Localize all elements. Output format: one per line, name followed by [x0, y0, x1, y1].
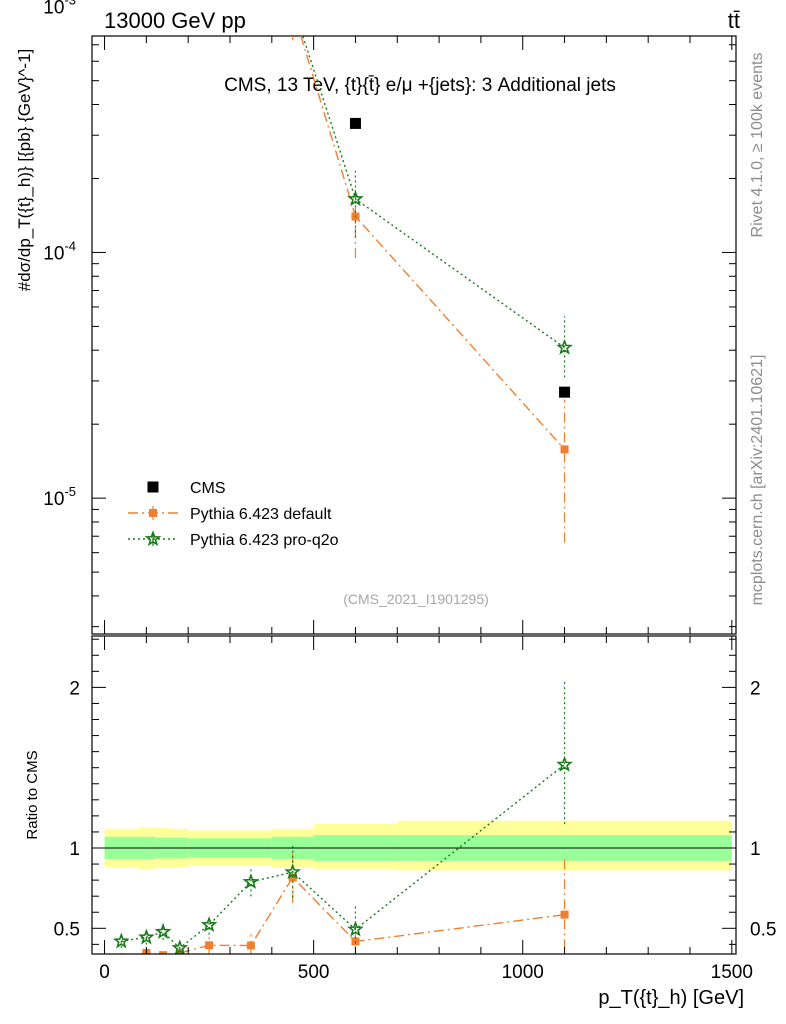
data-point: [556, 338, 573, 355]
main-y-tick-label-exponent: -3: [64, 0, 76, 8]
main-plot-area: [287, 0, 573, 543]
series-line: [300, 36, 566, 450]
ratio-panel: 0.5 0.5 1 1 2 2 0 500 1000 1500 Ratio to CMS p_T(…: [24, 635, 777, 1009]
data-point: [559, 386, 571, 398]
ratio-data-point: [205, 941, 214, 950]
ratio-series-line: [137, 876, 565, 954]
main-panel: 10-510-410-310-210-1 CMS, 13 TeV, {t}{t̄…: [15, 0, 737, 635]
ratio-data-point: [347, 920, 364, 937]
main-y-axis-label: #dσ/dp_T({t}_h)} [{pb} {GeV}^-1]: [15, 49, 34, 291]
main-y-tick-labels: 10-510-410-310-210-1: [43, 0, 76, 510]
ratio-data-point: [171, 939, 189, 954]
ratio-y-axis-label: Ratio to CMS: [24, 750, 41, 839]
ratio-data-point: [137, 928, 155, 945]
ratio-y-tick-label-right: 0.5: [750, 919, 776, 940]
ratio-data-point: [246, 941, 255, 950]
header-left: 13000 GeV pp: [104, 8, 246, 33]
series-cms: [349, 117, 571, 398]
ratio-data-point: [159, 951, 168, 954]
ratio-data-point: [200, 916, 218, 933]
legend-marker: [147, 481, 159, 493]
ratio-frame: [91, 635, 737, 955]
main-y-tick-label: 10-4: [43, 238, 76, 264]
ratio-data-point: [560, 910, 569, 919]
ratio-data-point: [112, 932, 130, 949]
ratio-data-point: [242, 873, 260, 889]
main-y-tick-label-exponent: -5: [64, 484, 76, 499]
legend: CMS Pythia 6.423 default Pythia 6.423 pro-…: [128, 480, 339, 549]
data-point: [560, 445, 569, 454]
data-point: [289, 5, 297, 13]
header-right: tt̄: [728, 8, 740, 33]
series-pythia-6-423-pro-q2o: [287, 0, 573, 378]
rivet-label: Rivet 4.1.0, ≥ 100k events: [749, 53, 766, 238]
ratio-series-pythia-6-423-pro-q2o: [112, 681, 573, 954]
legend-marker: [149, 509, 157, 517]
legend-label: Pythia 6.423 pro-q2o: [190, 532, 339, 549]
ratio-axis-ticks: [92, 636, 736, 954]
ratio-plot-area: [112, 681, 573, 954]
ratio-data-point: [117, 953, 126, 954]
legend-marker: [144, 530, 162, 547]
main-y-tick-label: 10-3: [43, 0, 76, 19]
main-axis-ticks: [92, 36, 736, 634]
ratio-data-point: [284, 863, 302, 880]
x-tick-label: 500: [298, 962, 330, 983]
x-tick-label: 0: [99, 962, 110, 983]
data-point: [347, 190, 364, 207]
main-frame: [91, 35, 737, 635]
ratio-uncertainty-bands: [104, 820, 732, 871]
watermark: (CMS_2021_I1901295): [343, 591, 489, 607]
ratio-y-tick-label: 1: [69, 839, 80, 860]
x-tick-label: 1000: [502, 962, 544, 983]
ratio-y-tick-label: 2: [69, 678, 80, 699]
mcplots-label: mcplots.cern.ch [arXiv:2401.10621]: [749, 355, 766, 606]
ratio-y-tick-label-right: 2: [750, 678, 761, 699]
ratio-data-point: [154, 923, 172, 939]
x-axis-label: p_T({t}_h) [GeV]: [598, 987, 744, 1009]
ratio-data-point: [351, 937, 360, 946]
main-y-tick-label-exponent: -4: [64, 238, 76, 253]
ratio-tick-labels: 0.5 0.5 1 1 2 2 0 500 1000 1500: [54, 678, 777, 983]
main-title: CMS, 13 TeV, {t}{t̄} e/μ +{jets}: 3 Addi…: [224, 75, 616, 96]
data-point: [349, 117, 361, 129]
main-y-tick-label: 10-5: [43, 484, 76, 510]
ratio-y-tick-label-right: 1: [750, 839, 761, 860]
ratio-data-point: [556, 755, 573, 772]
legend-label: Pythia 6.423 default: [190, 506, 332, 523]
ratio-y-tick-label: 0.5: [54, 919, 80, 940]
data-point: [287, 0, 299, 10]
legend-label: CMS: [190, 480, 226, 497]
x-tick-label: 1500: [711, 962, 753, 983]
